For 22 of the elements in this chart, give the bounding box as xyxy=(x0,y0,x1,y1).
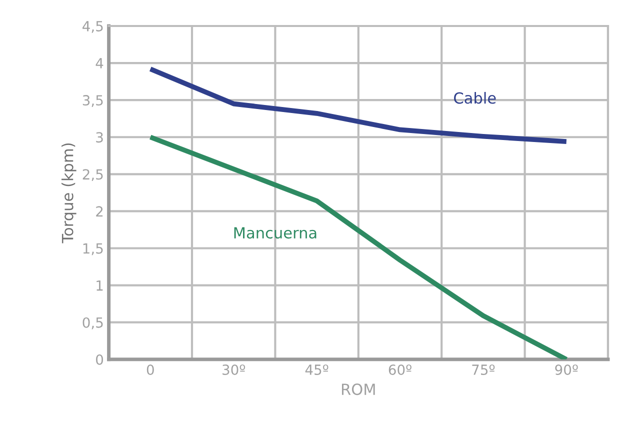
x-tick-label: 0 xyxy=(146,364,154,375)
x-tick-label: 45º xyxy=(305,364,328,375)
line-series xyxy=(148,134,569,360)
x-axis-title: ROM xyxy=(342,384,375,396)
y-tick-label: 4,5 xyxy=(82,21,103,33)
x-tick-label: 75º xyxy=(472,364,495,375)
y-tick-label: 3,5 xyxy=(82,95,103,107)
series-label: Mancuerna xyxy=(234,227,316,239)
y-tick-label: 3 xyxy=(96,132,103,143)
y-tick-label: 2,5 xyxy=(82,169,103,182)
y-tick-label: 2 xyxy=(96,206,103,216)
y-tick-label: 1,5 xyxy=(83,243,103,256)
x-tick-label: 90º xyxy=(555,364,578,375)
y-tick-label: 1 xyxy=(96,280,103,291)
y-axis-title: Torque (kpm) xyxy=(62,143,76,244)
x-tick-label: 30º xyxy=(222,364,246,375)
series-label: Cable xyxy=(454,92,496,104)
line-series xyxy=(148,66,569,144)
y-tick-label: 0 xyxy=(96,354,104,365)
y-tick-label: 4 xyxy=(96,58,104,68)
x-tick-label: 60º xyxy=(388,364,412,375)
y-tick-label: 0,5 xyxy=(82,317,103,330)
